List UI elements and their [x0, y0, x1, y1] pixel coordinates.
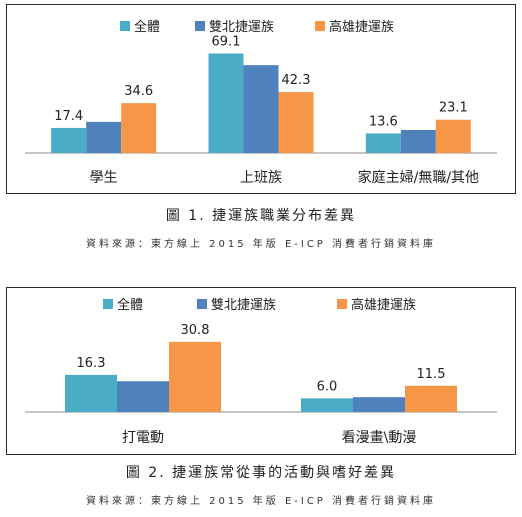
figure-2-title: 圖 2. 捷運族常從事的活動與嗜好差異 [125, 465, 397, 481]
category-label-activities-2: 看漫畫\動漫 [342, 430, 417, 446]
bar-occupation-cat1-series2 [86, 121, 122, 153]
bar-occupation-cat1-series3 [121, 103, 157, 153]
legend-swatch-2 [195, 21, 205, 31]
legend-label-1: 全體 [117, 297, 143, 313]
figure-1-source: 資料來源：東方線上 2015 年版 E-ICP 消費者行銷資料庫 [85, 239, 437, 250]
legend-swatch-2 [197, 299, 207, 309]
chart-activities-svg: 全體 雙北捷運族 高雄捷運族 16.3 30.8 打電動 6.0 11.5 看漫畫\動漫 [25, 297, 497, 446]
figure-2-source: 資料來源：東方線上 2015 年版 E-ICP 消費者行銷資料庫 [85, 496, 437, 507]
bar-activities-cat1-series2 [117, 381, 169, 412]
bar-activities-cat2-series3 [405, 385, 457, 412]
bar-occupation-cat2-series3 [278, 92, 314, 153]
bar-occupation-cat2-series2 [243, 65, 279, 153]
bar-occupation-cat3-series2 [400, 129, 436, 153]
legend-swatch-1 [103, 299, 113, 309]
data-label-activities-cat1-series1: 16.3 [77, 356, 106, 371]
chart-activities: 全體 雙北捷運族 高雄捷運族 16.3 30.8 打電動 6.0 11.5 看漫畫\動漫 [6, 287, 516, 455]
legend-label-2: 雙北捷運族 [209, 19, 274, 35]
bar-activities-cat1-series3 [169, 341, 221, 412]
bar-activities-cat2-series2 [353, 397, 405, 412]
data-label-activities-cat1-series3: 30.8 [181, 323, 210, 338]
data-label-occupation-cat2-series1: 69.1 [212, 34, 241, 49]
category-label-occupation-1: 學生 [90, 170, 118, 186]
bar-occupation-cat3-series3 [435, 119, 471, 153]
data-label-activities-cat2-series3: 11.5 [417, 367, 446, 382]
chart-occupation-svg: 全體 雙北捷運族 高雄捷運族 17.4 34.6 學生 69.1 42.3 上班族 13.6 23.… [25, 19, 497, 186]
category-label-occupation-2: 上班族 [240, 170, 282, 186]
data-label-occupation-cat1-series3: 34.6 [124, 84, 153, 99]
legend-label-3: 高雄捷運族 [351, 297, 416, 313]
data-label-occupation-cat2-series3: 42.3 [282, 73, 311, 88]
chart-occupation: 全體 雙北捷運族 高雄捷運族 17.4 34.6 學生 69.1 42.3 上班族 13.6 23.… [6, 4, 516, 194]
category-label-occupation-3: 家庭主婦/無職/其他 [358, 169, 479, 186]
data-label-occupation-cat3-series1: 13.6 [369, 114, 398, 129]
figure-1-title: 圖 1. 捷運族職業分布差異 [165, 208, 357, 224]
data-label-occupation-cat3-series3: 23.1 [439, 101, 468, 116]
bar-occupation-cat3-series1 [365, 133, 401, 153]
legend-label-3: 高雄捷運族 [329, 19, 394, 35]
legend-label-2: 雙北捷運族 [211, 297, 276, 313]
legend-swatch-1 [120, 21, 130, 31]
legend-label-1: 全體 [134, 19, 160, 35]
bar-occupation-cat1-series1 [51, 127, 87, 153]
category-label-activities-1: 打電動 [122, 429, 164, 446]
legend-swatch-3 [315, 21, 325, 31]
legend-swatch-3 [337, 299, 347, 309]
bar-occupation-cat2-series1 [208, 53, 244, 153]
data-label-activities-cat2-series1: 6.0 [317, 379, 338, 394]
data-label-occupation-cat1-series1: 17.4 [54, 109, 83, 124]
bar-activities-cat2-series1 [301, 398, 353, 412]
bar-activities-cat1-series1 [65, 374, 117, 412]
